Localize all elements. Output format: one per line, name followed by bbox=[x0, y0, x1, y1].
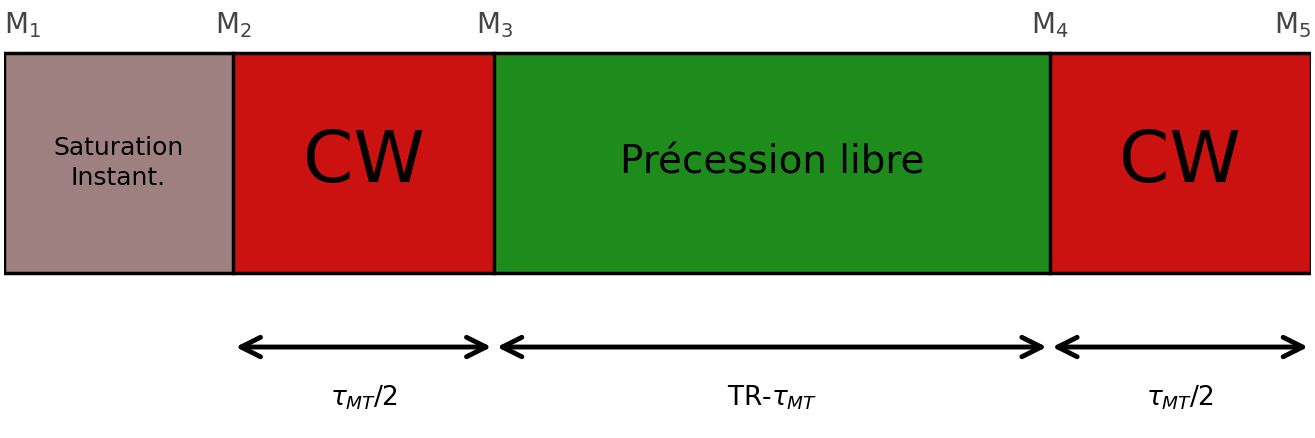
Bar bbox=[494, 53, 1049, 273]
Bar bbox=[1049, 53, 1311, 273]
Text: Précession libre: Précession libre bbox=[619, 144, 924, 182]
Text: M$_4$: M$_4$ bbox=[1031, 10, 1068, 40]
Text: CW: CW bbox=[1119, 128, 1241, 197]
Text: $\tau_{MT}/2$: $\tau_{MT}/2$ bbox=[330, 383, 397, 412]
Text: M$_3$: M$_3$ bbox=[476, 10, 513, 40]
Text: M$_2$: M$_2$ bbox=[214, 10, 251, 40]
Text: M$_1$: M$_1$ bbox=[4, 10, 41, 40]
Bar bbox=[4, 53, 1311, 273]
Text: M$_5$: M$_5$ bbox=[1274, 10, 1311, 40]
Text: TR-$\tau_{MT}$: TR-$\tau_{MT}$ bbox=[727, 383, 817, 412]
Text: $\tau_{MT}/2$: $\tau_{MT}/2$ bbox=[1147, 383, 1214, 412]
Bar bbox=[4, 53, 233, 273]
Bar bbox=[233, 53, 494, 273]
Text: CW: CW bbox=[302, 128, 425, 197]
Text: Saturation
Instant.: Saturation Instant. bbox=[54, 136, 184, 190]
